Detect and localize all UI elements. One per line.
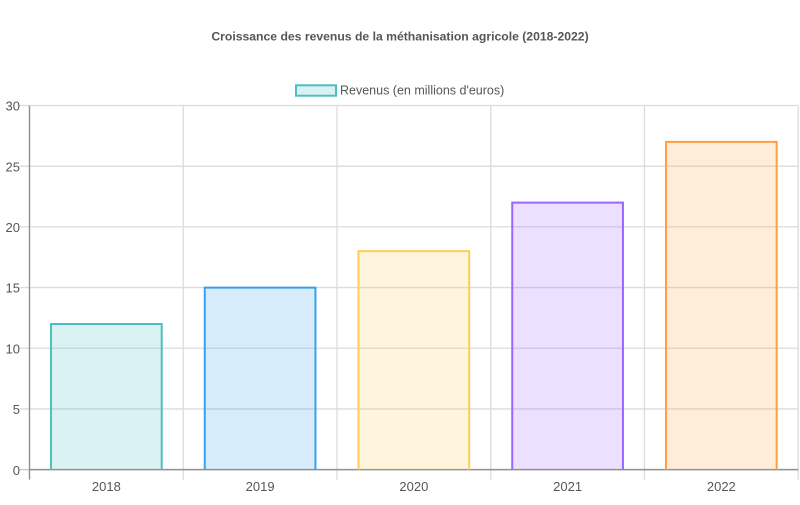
svg-text:5: 5 xyxy=(13,402,20,417)
svg-text:0: 0 xyxy=(13,463,20,478)
svg-text:2018: 2018 xyxy=(92,479,121,494)
svg-text:2019: 2019 xyxy=(246,479,275,494)
svg-text:20: 20 xyxy=(6,220,20,235)
svg-text:25: 25 xyxy=(6,159,20,174)
svg-text:2020: 2020 xyxy=(399,479,428,494)
svg-text:30: 30 xyxy=(6,99,20,114)
svg-text:Croissance des revenus de la m: Croissance des revenus de la méthanisati… xyxy=(211,30,588,44)
svg-text:10: 10 xyxy=(6,341,20,356)
svg-text:15: 15 xyxy=(6,281,20,296)
svg-text:Revenus (en millions d'euros): Revenus (en millions d'euros) xyxy=(340,83,504,97)
svg-text:2022: 2022 xyxy=(707,479,736,494)
svg-text:2021: 2021 xyxy=(553,479,582,494)
